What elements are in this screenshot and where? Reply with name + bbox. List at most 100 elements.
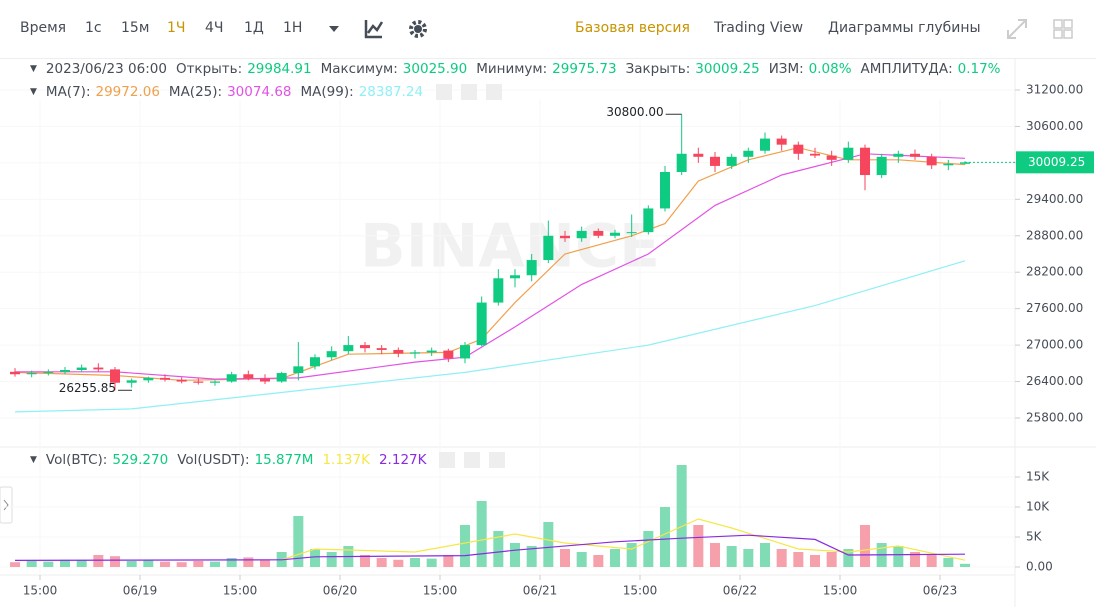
expand-tab[interactable]	[0, 486, 13, 524]
candle-body	[193, 381, 204, 383]
candle-body	[393, 349, 404, 354]
legend-name: Vol(BTC):	[45, 452, 108, 468]
interval-tab[interactable]: 1с	[85, 20, 102, 36]
volume-bar	[326, 552, 337, 568]
candle-body	[426, 350, 437, 353]
interval-tab[interactable]: Время	[20, 20, 67, 36]
y-tick-label: 29400.00	[1026, 192, 1083, 206]
x-tick-label: 06/22	[723, 584, 758, 598]
candle-body	[410, 352, 420, 354]
volume-bar	[693, 525, 704, 568]
volume-bar	[660, 507, 670, 568]
eye-button[interactable]	[436, 84, 453, 100]
layout-button	[1063, 19, 1073, 29]
volume-bar	[160, 561, 170, 568]
volume-bar	[510, 543, 520, 568]
candle-body	[510, 275, 520, 279]
candle-body	[626, 232, 637, 234]
candle-body	[576, 230, 587, 239]
interval-tab[interactable]: 4Ч	[205, 20, 224, 36]
info-value: 30025.90	[402, 61, 468, 77]
volume-bar	[910, 552, 920, 568]
layout-button	[1053, 29, 1063, 39]
candle-body	[810, 153, 820, 156]
candle-body	[726, 156, 737, 166]
volume-bar	[543, 522, 554, 568]
y-tick-label: 5K	[1026, 530, 1043, 544]
view-tab[interactable]: Базовая версия	[575, 20, 690, 36]
candle-body	[10, 371, 20, 375]
info-value: 0.17%	[957, 61, 1001, 77]
ohlc-info: ▼ 2023/06/23 06:00 Открыть: 29984.91 Максиму…	[30, 61, 1005, 77]
view-tab[interactable]: Trading View	[714, 20, 804, 36]
eye-button[interactable]	[439, 452, 456, 468]
candle-body	[610, 232, 620, 236]
close-button[interactable]	[489, 452, 506, 468]
volume-bar	[676, 465, 687, 568]
y-tick-label: 27000.00	[1026, 338, 1083, 352]
view-tab[interactable]: Диаграммы глубины	[828, 20, 981, 36]
candle-body	[876, 156, 887, 176]
toolbar: Время 1с 15м 1Ч 4Ч 1Д 1Н Базовая версия Trading …	[0, 0, 1096, 59]
candle-body	[960, 162, 970, 164]
y-tick-label: 15K	[1026, 470, 1050, 484]
candle-body	[143, 377, 154, 381]
volume-bar	[760, 543, 770, 568]
volume-bar	[243, 557, 254, 568]
interval-tab[interactable]: 15м	[121, 20, 150, 36]
legend-name: Vol(USDT):	[177, 452, 250, 468]
candle-body	[526, 260, 537, 276]
close-button[interactable]	[486, 84, 503, 100]
x-tick-label: 15:00	[823, 584, 858, 598]
volume-bar	[126, 561, 137, 568]
volume-bar	[710, 543, 720, 568]
candle-body	[543, 235, 554, 261]
x-tick-label: 06/23	[923, 584, 958, 598]
collapse-arrow: ▼	[30, 64, 37, 74]
candle-body	[226, 374, 237, 382]
legend-name: MA(25)	[169, 84, 222, 100]
volume-bar	[843, 549, 854, 568]
legend-name: MA(99)	[301, 84, 354, 100]
legend-value: 2.127K	[378, 452, 427, 468]
expand-arrow	[3, 499, 9, 511]
volume-ma-line	[281, 518, 966, 561]
gear-button[interactable]	[461, 84, 478, 100]
info-label: Закрыть:	[625, 61, 691, 77]
volume-bar	[943, 558, 954, 568]
candle-body	[376, 348, 387, 350]
collapse-arrow: ▼	[30, 87, 37, 97]
legend-value: 28387.24	[358, 84, 424, 100]
x-tick-label: 15:00	[623, 584, 658, 598]
dropdown-button	[329, 26, 339, 32]
candle-body	[310, 357, 320, 367]
time: 2023/06/23 06:00	[45, 61, 167, 77]
volume-bar	[726, 546, 737, 568]
candle-body	[110, 369, 120, 383]
volume-bar	[360, 555, 370, 568]
annotation: 26255.85	[59, 381, 116, 395]
vol-legend: ▼ Vol(BTC): 529.270 Vol(USDT): 15.877M 1.137K…	[30, 452, 506, 468]
interval-tab[interactable]: 1Н	[283, 20, 303, 36]
interval-tab[interactable]: 1Ч	[167, 20, 186, 36]
volume-bar	[560, 549, 570, 568]
volume-bar	[493, 531, 504, 568]
legend-value: 1.137K	[322, 452, 370, 468]
gear-button[interactable]	[464, 452, 481, 468]
volume-bar	[193, 561, 204, 568]
info-label: АМПЛИТУДА:	[860, 61, 953, 77]
ma-line	[15, 153, 966, 380]
watermark: BINANCE	[360, 212, 660, 282]
volume-bar	[926, 555, 937, 568]
candle-body	[676, 153, 687, 172]
volume-bar	[43, 561, 54, 568]
interval-tab[interactable]: 1Д	[244, 20, 264, 36]
volume-bar	[10, 562, 20, 568]
legend-value: 529.270	[112, 452, 169, 468]
y-tick-label: 30600.00	[1026, 119, 1083, 133]
fullscreen-button	[1007, 19, 1027, 39]
candle-body	[243, 374, 254, 379]
candle-body	[460, 345, 470, 359]
candle-body	[360, 345, 370, 349]
